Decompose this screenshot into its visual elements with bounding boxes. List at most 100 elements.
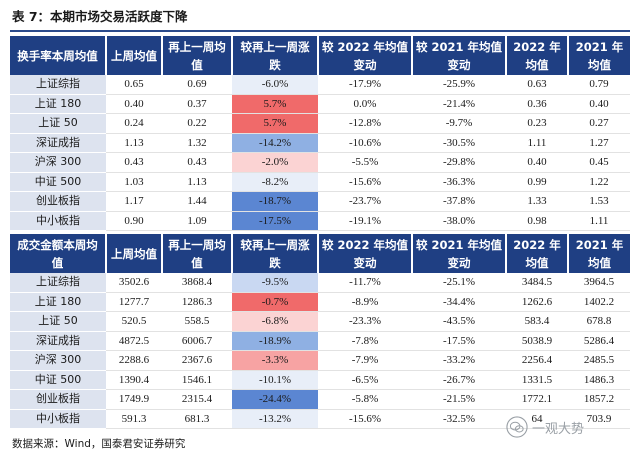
cell-vs-2022: -12.8% [318, 113, 412, 134]
cell-mean-2021: 5286.4 [568, 331, 630, 351]
cell-mean-2021: 703.9 [568, 409, 630, 429]
cell-mean-2022: 3484.5 [506, 273, 568, 293]
cell-last-week: 3502.6 [106, 273, 162, 293]
table-row: 中小板指 591.3 681.3 -13.2% -15.6% -32.5% 64 703.9 [10, 409, 630, 429]
cell-vs-2021: -37.8% [412, 191, 506, 212]
cell-index-name: 中证 500 [10, 370, 106, 390]
cell-two-weeks-ago: 681.3 [162, 409, 232, 429]
table-row: 创业板指 1.17 1.44 -18.7% -23.7% -37.8% 1.33 1.53 [10, 191, 630, 212]
cell-vs-2021: -25.9% [412, 75, 506, 95]
cell-vs-2022: -7.8% [318, 331, 412, 351]
cell-last-week: 591.3 [106, 409, 162, 429]
cell-weekly-change: -6.8% [232, 311, 318, 332]
cell-mean-2022: 0.63 [506, 75, 568, 95]
turnover-table: 换手率本周均值 上周均值 再上一周均值 较再上一周涨跌 较 2022 年均值变动… [10, 36, 630, 231]
cell-two-weeks-ago: 0.22 [162, 113, 232, 134]
cell-mean-2022: 0.99 [506, 172, 568, 192]
table-row: 沪深 300 0.43 0.43 -2.0% -5.5% -29.8% 0.40 0.45 [10, 152, 630, 173]
cell-last-week: 0.24 [106, 113, 162, 134]
cell-last-week: 0.40 [106, 94, 162, 114]
table-row: 沪深 300 2288.6 2367.6 -3.3% -7.9% -33.2% 2256.4… [10, 350, 630, 371]
table-row: 上证 180 1277.7 1286.3 -0.7% -8.9% -34.4% 1262.6… [10, 292, 630, 312]
col-header-vs-2021: 较 2021 年均值变动 [412, 234, 507, 273]
table-header-row: 成交金额本周均值 上周均值 再上一周均值 较再上一周涨跌 较 2022 年均值变… [10, 234, 630, 273]
table-row: 上证 50 0.24 0.22 5.7% -12.8% -9.7% 0.23 0.27 [10, 113, 630, 134]
cell-index-name: 上证综指 [10, 75, 106, 95]
cell-index-name: 深证成指 [10, 133, 106, 153]
cell-two-weeks-ago: 2367.6 [162, 350, 232, 371]
cell-weekly-change: 5.7% [232, 94, 318, 114]
title-divider [10, 30, 630, 32]
cell-vs-2022: -5.8% [318, 389, 412, 410]
cell-mean-2022: 5038.9 [506, 331, 568, 351]
cell-two-weeks-ago: 1.13 [162, 172, 232, 192]
col-header-last-week: 上周均值 [106, 36, 163, 75]
wechat-logo-icon [506, 416, 528, 438]
table-row: 上证 180 0.40 0.37 5.7% 0.0% -21.4% 0.36 0.40 [10, 94, 630, 114]
cell-mean-2022: 583.4 [506, 311, 568, 332]
cell-mean-2021: 678.8 [568, 311, 630, 332]
col-header-index: 换手率本周均值 [10, 36, 107, 75]
cell-mean-2022: 0.23 [506, 113, 568, 134]
cell-last-week: 1749.9 [106, 389, 162, 410]
cell-weekly-change: -0.7% [232, 292, 318, 312]
cell-index-name: 上证 180 [10, 94, 106, 114]
cell-weekly-change: 5.7% [232, 113, 318, 134]
col-header-vs-2022: 较 2022 年均值变动 [318, 234, 413, 273]
cell-mean-2022: 0.98 [506, 211, 568, 231]
cell-index-name: 上证 50 [10, 113, 106, 134]
cell-last-week: 1.17 [106, 191, 162, 212]
volume-table: 成交金额本周均值 上周均值 再上一周均值 较再上一周涨跌 较 2022 年均值变… [10, 234, 630, 429]
cell-vs-2021: -34.4% [412, 292, 506, 312]
cell-mean-2021: 1857.2 [568, 389, 630, 410]
cell-two-weeks-ago: 1.09 [162, 211, 232, 231]
cell-two-weeks-ago: 1546.1 [162, 370, 232, 390]
cell-last-week: 1277.7 [106, 292, 162, 312]
cell-weekly-change: -18.7% [232, 191, 318, 212]
cell-weekly-change: -9.5% [232, 273, 318, 293]
cell-vs-2021: -25.1% [412, 273, 506, 293]
cell-vs-2021: -30.5% [412, 133, 506, 153]
cell-vs-2022: -8.9% [318, 292, 412, 312]
cell-mean-2022: 2256.4 [506, 350, 568, 371]
cell-mean-2021: 1486.3 [568, 370, 630, 390]
cell-weekly-change: -17.5% [232, 211, 318, 231]
cell-last-week: 2288.6 [106, 350, 162, 371]
cell-index-name: 创业板指 [10, 389, 106, 410]
cell-two-weeks-ago: 3868.4 [162, 273, 232, 293]
col-header-2021-mean: 2021 年均值 [568, 36, 630, 75]
cell-vs-2021: -38.0% [412, 211, 506, 231]
cell-mean-2021: 1.22 [568, 172, 630, 192]
cell-index-name: 中小板指 [10, 409, 106, 429]
cell-vs-2022: -19.1% [318, 211, 412, 231]
cell-vs-2021: -17.5% [412, 331, 506, 351]
col-header-two-weeks-ago: 再上一周均值 [162, 36, 233, 75]
cell-mean-2022: 0.40 [506, 152, 568, 173]
table-header-row: 换手率本周均值 上周均值 再上一周均值 较再上一周涨跌 较 2022 年均值变动… [10, 36, 630, 75]
cell-vs-2022: -15.6% [318, 172, 412, 192]
cell-mean-2022: 1262.6 [506, 292, 568, 312]
cell-last-week: 4872.5 [106, 331, 162, 351]
cell-mean-2021: 3964.5 [568, 273, 630, 293]
cell-two-weeks-ago: 0.69 [162, 75, 232, 95]
cell-weekly-change: -24.4% [232, 389, 318, 410]
col-header-2021-mean: 2021 年均值 [568, 234, 630, 273]
cell-index-name: 中小板指 [10, 211, 106, 231]
table-row: 深证成指 1.13 1.32 -14.2% -10.6% -30.5% 1.11 1.27 [10, 133, 630, 153]
table-row: 深证成指 4872.5 6006.7 -18.9% -7.8% -17.5% 5038.9 5… [10, 331, 630, 351]
cell-mean-2022: 64 [506, 409, 568, 429]
cell-weekly-change: -13.2% [232, 409, 318, 429]
cell-weekly-change: -3.3% [232, 350, 318, 371]
cell-vs-2022: -17.9% [318, 75, 412, 95]
cell-vs-2021: -33.2% [412, 350, 506, 371]
cell-weekly-change: -14.2% [232, 133, 318, 153]
col-header-weekly-change: 较再上一周涨跌 [232, 234, 319, 273]
cell-two-weeks-ago: 1.44 [162, 191, 232, 212]
cell-mean-2021: 1402.2 [568, 292, 630, 312]
cell-two-weeks-ago: 558.5 [162, 311, 232, 332]
cell-last-week: 1.13 [106, 133, 162, 153]
cell-mean-2022: 1.33 [506, 191, 568, 212]
cell-last-week: 0.43 [106, 152, 162, 173]
cell-vs-2022: -5.5% [318, 152, 412, 173]
cell-weekly-change: -18.9% [232, 331, 318, 351]
